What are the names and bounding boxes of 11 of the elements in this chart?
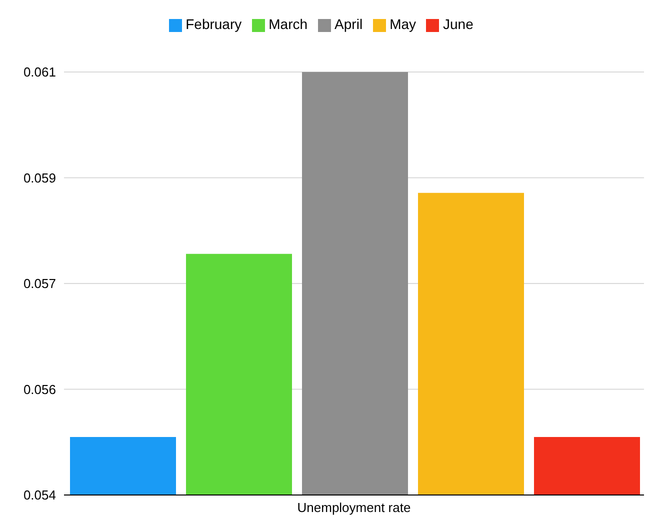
y-tick-label: 0.054 [23,488,56,503]
legend-label: May [390,16,416,32]
legend-label: March [268,16,308,32]
legend-label: June [443,16,474,32]
y-tick-label: 0.056 [23,382,56,397]
x-tick-label: Unemployment rate [297,500,411,516]
legend-label: April [334,16,363,32]
y-tick-label: 0.061 [23,64,56,80]
y-tick-label: 0.057 [23,276,56,292]
y-tick-label: 0.059 [23,170,56,186]
legend-label: February [186,16,242,32]
